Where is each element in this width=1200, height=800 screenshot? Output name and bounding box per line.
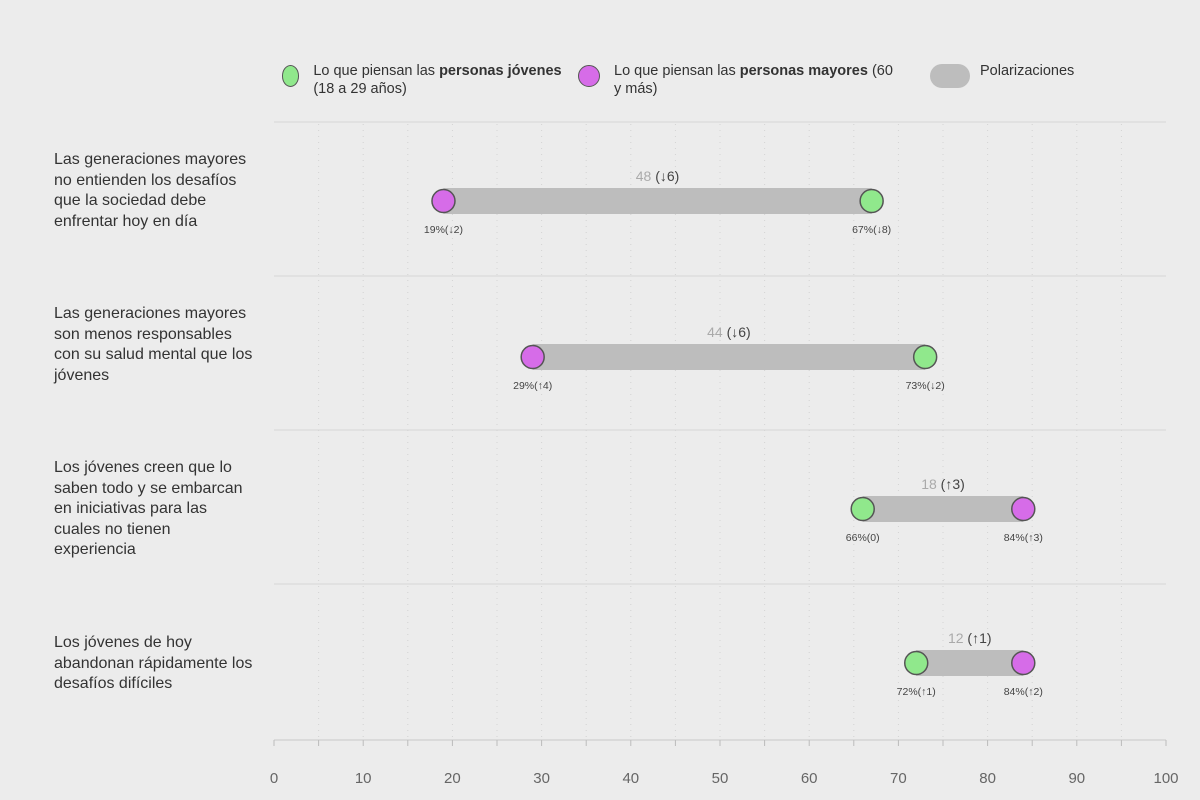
young-point (859, 188, 884, 214)
legend-item-young[interactable]: Lo que piensan las personas jóvenes (18 … (282, 62, 578, 98)
x-tick-label: 70 (890, 770, 907, 787)
young-value-label: 66%(0) (846, 532, 880, 544)
gap-change: (↑3) (937, 476, 965, 492)
legend-text-older: Lo que piensan las personas mayores (60 … (614, 62, 904, 98)
legend-swatch-polar (930, 64, 970, 88)
older-point (520, 344, 545, 370)
legend-text-young: Lo que piensan las personas jóvenes (18 … (313, 62, 578, 98)
legend-young-prefix: Lo que piensan las (313, 63, 440, 79)
gap-change: (↓6) (723, 324, 751, 340)
row-label: Los jóvenes creen que lo saben todo y se… (54, 459, 243, 558)
gap-value: 44 (707, 324, 723, 340)
legend-older-prefix: Lo que piensan las (614, 63, 740, 79)
young-point (912, 344, 938, 370)
older-value-label: 19%(↓2) (424, 224, 463, 236)
legend: Lo que piensan las personas jóvenes (18 … (282, 62, 1074, 98)
gap-label: 48 (↓6) (636, 168, 680, 184)
x-tick-label: 20 (444, 770, 461, 787)
young-point (903, 650, 929, 676)
polarization-bar (443, 188, 872, 214)
x-tick-label: 0 (270, 770, 278, 787)
legend-item-older[interactable]: Lo que piensan las personas mayores (60 … (578, 62, 930, 98)
legend-swatch-young (282, 65, 300, 87)
older-value-label: 29%(↑4) (513, 380, 552, 392)
x-tick-label: 40 (622, 770, 639, 787)
older-point (431, 188, 456, 214)
x-tick-label: 30 (533, 770, 550, 787)
young-value-label: 73%(↓2) (906, 380, 945, 392)
row-label: Las generaciones mayores son menos respo… (54, 305, 253, 384)
x-tick-label: 90 (1068, 770, 1085, 787)
polarization-bar (916, 650, 1024, 676)
gap-value: 48 (636, 168, 652, 184)
gap-change: (↑1) (964, 630, 992, 646)
legend-item-polar[interactable]: Polarizaciones (930, 62, 1074, 98)
gap-value: 18 (921, 476, 937, 492)
gap-change: (↓6) (651, 168, 679, 184)
gap-label: 44 (↓6) (707, 324, 751, 340)
x-tick-label: 100 (1153, 770, 1178, 787)
x-tick-label: 60 (801, 770, 818, 787)
young-value-label: 72%(↑1) (897, 686, 936, 698)
gap-value: 12 (948, 630, 964, 646)
gap-label: 18 (↑3) (921, 476, 965, 492)
older-point (1011, 650, 1036, 676)
legend-young-suffix: (18 a 29 años) (313, 81, 407, 97)
x-tick-label: 50 (712, 770, 729, 787)
legend-older-bold: personas mayores (739, 63, 868, 79)
row-label: Los jóvenes de hoy abandonan rápidamente… (54, 634, 253, 692)
legend-swatch-older (578, 65, 600, 87)
young-point (850, 496, 875, 522)
polarization-bar (862, 496, 1024, 522)
row-label: Las generaciones mayores no entienden lo… (54, 151, 247, 230)
legend-text-polar: Polarizaciones (980, 63, 1075, 79)
young-value-label: 67%(↓8) (852, 224, 891, 236)
x-tick-label: 80 (979, 770, 996, 787)
gap-label: 12 (↑1) (948, 630, 992, 646)
older-value-label: 84%(↑2) (1004, 686, 1043, 698)
legend-young-bold: personas jóvenes (439, 63, 562, 79)
older-point (1011, 496, 1036, 522)
older-value-label: 84%(↑3) (1004, 532, 1043, 544)
polarization-bar (532, 344, 926, 370)
legend-older-suffix: (60 y más) (614, 63, 893, 97)
x-tick-label: 10 (355, 770, 372, 787)
